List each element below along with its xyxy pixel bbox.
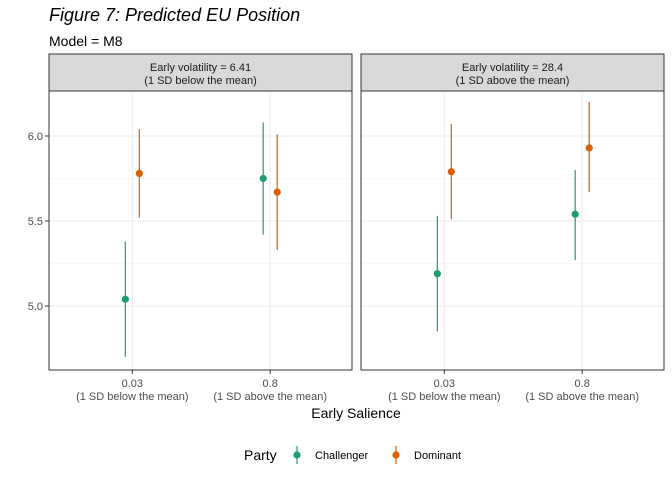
panel-background <box>361 91 664 370</box>
facet-strip <box>48 53 353 92</box>
legend-label: Dominant <box>414 450 461 462</box>
y-tick-label: 5.5 <box>28 216 43 228</box>
panel-border <box>360 90 665 371</box>
chart-title: Figure 7: Predicted EU Position <box>49 5 301 25</box>
x-tick-note: (1 SD below the mean) <box>388 391 501 403</box>
facet-label-line1: Early volatility = 6.41 <box>150 62 251 74</box>
x-tick-note: (1 SD above the mean) <box>525 391 639 403</box>
point-dominant <box>447 168 455 176</box>
x-tick-label: 0.03 <box>122 378 143 390</box>
legend-key-point <box>293 451 301 459</box>
point-challenger <box>121 295 129 303</box>
x-tick-note: (1 SD below the mean) <box>76 391 189 403</box>
point-dominant <box>585 144 593 152</box>
facet-label-line2: (1 SD below the mean) <box>144 75 257 87</box>
point-challenger <box>433 270 441 278</box>
legend-title: Party <box>244 447 277 463</box>
x-tick-label: 0.03 <box>434 378 455 390</box>
point-dominant <box>273 188 281 196</box>
facet-strip <box>360 53 665 92</box>
chart-subtitle: Model = M8 <box>49 33 123 49</box>
panel-border <box>48 90 353 371</box>
facet-label-line2: (1 SD above the mean) <box>456 75 570 87</box>
point-challenger <box>259 174 267 183</box>
legend-key-point <box>392 451 400 459</box>
point-dominant <box>135 169 143 177</box>
y-tick-label: 6.0 <box>28 131 43 143</box>
y-tick-label: 5.0 <box>28 301 43 313</box>
x-axis-title: Early Salience <box>311 405 401 421</box>
x-tick-label: 0.8 <box>575 378 590 390</box>
x-tick-note: (1 SD above the mean) <box>213 391 327 403</box>
x-tick-label: 0.8 <box>263 378 278 390</box>
facet-label-line1: Early volatility = 28.4 <box>462 62 563 74</box>
panel-background <box>49 91 352 370</box>
legend-label: Challenger <box>315 450 369 462</box>
point-challenger <box>571 210 579 218</box>
